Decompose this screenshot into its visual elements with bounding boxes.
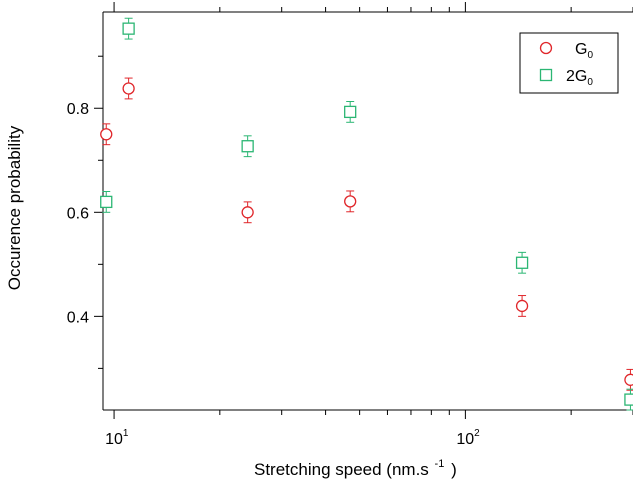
- data-point-circle: [344, 195, 357, 208]
- error-bars: [102, 17, 633, 411]
- y-tick-label: 0.8: [67, 101, 89, 118]
- x-tick-label: 101: [105, 428, 129, 448]
- legend-label-series-1-subscript: 0: [587, 50, 593, 61]
- data-points: [100, 22, 633, 406]
- data-point-square: [241, 140, 254, 153]
- legend-label-series-1-name: G: [575, 41, 587, 58]
- data-point-square: [100, 195, 113, 209]
- legend-label-series-2: 2G0: [566, 68, 593, 88]
- data-point-square: [344, 105, 357, 119]
- data-point-circle: [241, 206, 254, 219]
- data-point-circle: [122, 82, 135, 95]
- legend-label-series-1: G0: [575, 41, 593, 61]
- data-point-square: [624, 393, 633, 406]
- data-point-circle: [624, 373, 633, 386]
- x-tick-label: 102: [456, 428, 480, 448]
- tick-marks: [94, 2, 633, 419]
- y-tick-label: 0.4: [67, 309, 89, 326]
- x-axis-label-main: Stretching speed (nm.s: [254, 460, 429, 479]
- x-axis-label-superscript: -1: [435, 458, 445, 470]
- y-axis-label: Occurence probability: [5, 125, 24, 290]
- legend-marker-square-icon: [539, 68, 553, 82]
- legend: G0 2G0: [519, 32, 619, 94]
- x-axis-label-tail: ): [451, 460, 457, 479]
- data-point-circle: [100, 128, 113, 141]
- data-point-circle: [515, 299, 529, 313]
- legend-box: [519, 32, 619, 94]
- data-point-square: [122, 22, 135, 35]
- legend-label-series-2-name: 2G: [566, 68, 587, 85]
- x-axis-label: Stretching speed (nm.s -1 ): [254, 452, 457, 479]
- data-point-square: [515, 256, 529, 269]
- axes: [102, 11, 633, 411]
- legend-marker-circle-icon: [539, 41, 553, 55]
- legend-label-series-2-subscript: 0: [587, 77, 593, 88]
- tick-labels: 0.4 0.6 0.8 101 102: [67, 101, 480, 448]
- y-tick-label: 0.6: [67, 205, 89, 222]
